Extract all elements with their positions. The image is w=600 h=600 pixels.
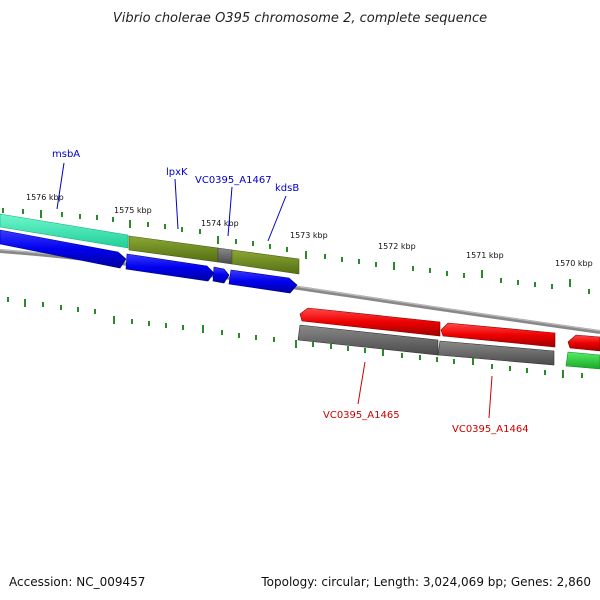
accession-text: Accession: NC_009457 <box>9 575 145 589</box>
ruler-label: 1574 kbp <box>201 219 239 228</box>
forward-gene-track <box>0 229 298 294</box>
gene-label-vc0395-a1465[interactable]: VC0395_A1465 <box>323 410 400 421</box>
gene-arrow-forward[interactable] <box>125 253 215 282</box>
backbone <box>0 249 600 334</box>
gene-label-vc0395-a1464[interactable]: VC0395_A1464 <box>452 424 529 435</box>
gene-arrow-forward[interactable] <box>212 266 230 284</box>
cog-feature-gray[interactable] <box>437 340 555 366</box>
gene-label-kdsB[interactable]: kdsB <box>275 183 299 194</box>
gene-label-lpxK[interactable]: lpxK <box>166 167 188 178</box>
cog-feature-cyan[interactable] <box>0 213 129 249</box>
cog-track-lower <box>297 324 600 370</box>
ruler-label: 1572 kbp <box>378 242 416 251</box>
forward-label-leaders <box>56 162 287 242</box>
gene-arrow-reverse[interactable] <box>299 307 441 337</box>
gene-label-msbA[interactable]: msbA <box>52 149 80 160</box>
ruler-label: 1573 kbp <box>290 231 328 240</box>
reverse-label-leaders <box>357 361 493 419</box>
ruler-ticks-lower <box>7 297 583 378</box>
gene-arrow-reverse[interactable] <box>440 322 556 348</box>
ruler-ticks-upper <box>2 208 590 294</box>
ruler-label: 1570 kbp <box>555 259 593 268</box>
map-title: Vibrio cholerae O395 chromosome 2, compl… <box>113 11 487 26</box>
cog-feature-gray[interactable] <box>217 247 233 265</box>
topology-text: Topology: circular; Length: 3,024,069 bp… <box>260 575 591 589</box>
reverse-gene-track <box>299 307 600 352</box>
gene-label-vc0395-a1467[interactable]: VC0395_A1467 <box>195 175 272 186</box>
ruler-label: 1576 kbp <box>26 193 64 202</box>
gene-arrow-forward[interactable] <box>228 269 298 294</box>
ruler-label: 1571 kbp <box>466 251 504 260</box>
gene-arrow-forward[interactable] <box>0 229 127 269</box>
cog-feature-olive[interactable] <box>231 249 300 275</box>
cog-track-upper <box>0 213 300 275</box>
cog-feature-green[interactable] <box>565 351 600 370</box>
ruler-label: 1575 kbp <box>114 206 152 215</box>
gene-arrow-reverse[interactable] <box>567 334 600 352</box>
